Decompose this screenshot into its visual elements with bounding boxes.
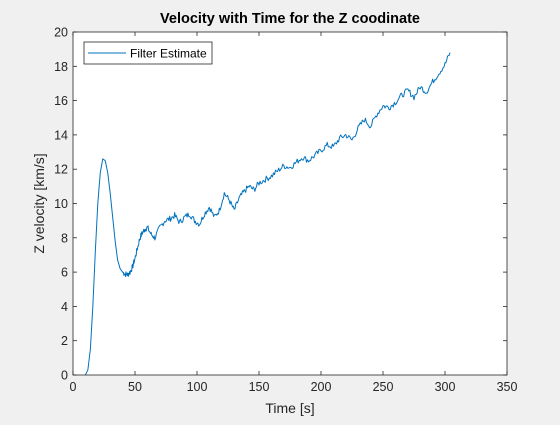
y-tick-label: 18	[54, 60, 68, 74]
y-tick-label: 4	[61, 300, 68, 314]
y-tick-label: 16	[54, 94, 68, 108]
x-tick-label: 200	[311, 380, 332, 394]
x-axis-label: Time [s]	[265, 400, 314, 416]
x-tick-label: 0	[70, 380, 77, 394]
legend: Filter Estimate	[83, 41, 213, 65]
chart-title: Velocity with Time for the Z coodinate	[160, 11, 420, 27]
x-tick-label: 150	[249, 380, 270, 394]
legend-label-filter-estimate: Filter Estimate	[130, 47, 207, 61]
series-layer	[84, 52, 451, 376]
ticks-layer: 0 50 100 150 200 250 300 350 0 2 4 6 8 10 12 14 16 18 20	[54, 26, 517, 395]
x-tick-label: 100	[187, 380, 208, 394]
x-tick-label: 350	[497, 380, 518, 394]
y-tick-label: 10	[54, 197, 68, 211]
y-tick-label: 12	[54, 163, 68, 177]
series-line-0	[84, 52, 451, 376]
x-tick-label: 300	[435, 380, 456, 394]
y-tick-label: 14	[54, 128, 68, 142]
x-tick-label: 50	[128, 380, 142, 394]
y-axis-label: Z velocity [km/s]	[31, 153, 47, 253]
y-tick-label: 0	[61, 369, 68, 383]
y-tick-label: 2	[61, 334, 68, 348]
legend-box	[83, 41, 213, 65]
x-tick-label: 250	[373, 380, 394, 394]
y-tick-label: 20	[54, 26, 68, 40]
y-tick-label: 6	[61, 266, 68, 280]
plot-area	[73, 32, 507, 375]
y-tick-label: 8	[61, 231, 68, 245]
